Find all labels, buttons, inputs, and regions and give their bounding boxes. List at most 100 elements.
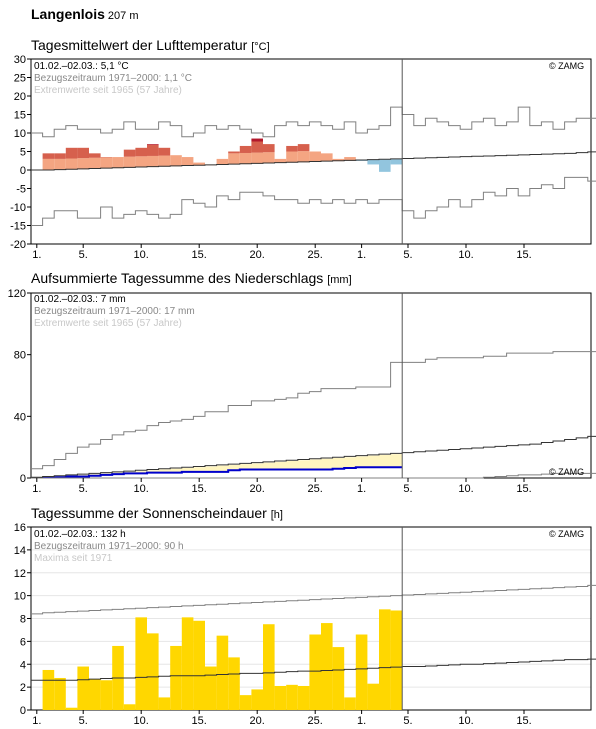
precipitation-y-tick-label: 40	[14, 411, 26, 423]
temperature-bar-base	[263, 152, 275, 164]
temperature-bar-mid	[297, 144, 310, 152]
precipitation-x-tick-label: 10.	[458, 483, 473, 495]
temperature-bar-base	[89, 157, 101, 169]
sunshine-title: Tagessumme der Sonnenscheindauer [h]	[31, 505, 283, 521]
sunshine-legend-current: 01.02.–02.03.: 132 h	[34, 529, 126, 540]
temperature-bar-base	[286, 151, 298, 163]
temperature-max-extreme-line	[31, 106, 596, 138]
sunshine-bar	[42, 669, 55, 710]
temperature-y-tick-label: -5	[16, 184, 26, 196]
temperature-x-tick-label: 15.	[192, 249, 207, 261]
temperature-legend-extremes: Extremwerte seit 1965 (57 Jahre)	[34, 85, 182, 96]
sunshine-title-text: Tagessumme der Sonnenscheindauer	[31, 505, 267, 521]
sunshine-bar	[286, 684, 298, 710]
precipitation-x-tick-label: 5.	[79, 483, 88, 495]
sunshine-unit: [h]	[270, 509, 283, 521]
sunshine-y-tick-label: 0	[20, 705, 26, 717]
sunshine-y-tick-label: 16	[14, 522, 26, 534]
temperature-bar	[367, 160, 379, 165]
sunshine-bar	[239, 695, 252, 710]
sunshine-bar	[216, 635, 229, 710]
sunshine-x-tick-label: 15.	[516, 715, 531, 727]
sunshine-bar	[309, 634, 321, 710]
temperature-copyright: © ZAMG	[549, 61, 585, 71]
sunshine-bar	[344, 697, 356, 710]
sunshine-x-tick-label: 20.	[250, 715, 265, 727]
precipitation-title: Aufsummierte Tagessumme des Niederschlag…	[31, 270, 352, 286]
precipitation-legend-reference: Bezugszeitraum 1971–2000: 17 mm	[34, 306, 195, 317]
temperature-bar-base	[135, 156, 147, 168]
temperature-bar	[355, 160, 368, 161]
sunshine-bar	[379, 609, 391, 710]
sunshine-x-tick-label: 5.	[403, 715, 412, 727]
sunshine-copyright: © ZAMG	[549, 529, 585, 539]
temperature-x-tick-label: 1.	[357, 249, 366, 261]
precipitation-y-tick-label: 120	[8, 288, 26, 300]
precipitation-chart: 120 80 40 0 1. 5. 10. 15. 20. 25. 1. 5. 10. 15.	[8, 288, 596, 495]
temperature-bar-base	[251, 152, 263, 164]
sunshine-bar	[77, 666, 89, 710]
temperature-y-tick-label: 0	[20, 165, 26, 177]
temperature-bar	[321, 153, 333, 162]
temperature-bar	[181, 157, 194, 166]
temperature-bar-base	[147, 155, 159, 168]
temperature-title-text: Tagesmittelwert der Lufttemperatur	[31, 37, 248, 53]
temperature-bar-base	[158, 155, 171, 167]
sunshine-y-tick-label: 2	[20, 682, 26, 694]
sunshine-bar	[89, 679, 101, 710]
sunshine-bar	[367, 683, 379, 710]
temperature-bar-base	[297, 151, 310, 163]
sunshine-bar	[355, 634, 368, 710]
precipitation-y-tick-label: 0	[20, 473, 26, 485]
sunshine-max-line	[31, 584, 596, 615]
sunshine-bar	[147, 633, 159, 710]
temperature-x-tick-label: 10.	[134, 249, 149, 261]
sunshine-y-tick-label: 10	[14, 591, 26, 603]
station-altitude: 207 m	[107, 10, 139, 22]
temperature-legend: 01.02.–02.03.: 5,1 °C Bezugszeitraum 197…	[34, 61, 192, 97]
sunshine-bar	[297, 685, 310, 710]
temperature-chart: 30 25 20 15 10 5 0 -5 -10 -15 -20 1. 5. 10. 15. 20. 25. 1…	[10, 54, 596, 261]
sunshine-bar	[205, 666, 217, 710]
precipitation-x-tick-label: 20.	[250, 483, 265, 495]
precipitation-reference-line	[31, 435, 596, 478]
temperature-bar-base	[123, 156, 136, 168]
sunshine-bar	[332, 647, 345, 710]
temperature-x-tick-label: 20.	[250, 249, 265, 261]
temperature-bar-mid	[77, 147, 89, 159]
temperature-bar	[309, 151, 321, 162]
temperature-x-tick-label: 5.	[79, 249, 88, 261]
temperature-bar-top	[251, 138, 263, 142]
temperature-x-tick-label: 1.	[32, 249, 41, 261]
temperature-bar-base	[77, 158, 89, 170]
precipitation-legend-extremes: Extremwerte seit 1965 (57 Jahre)	[34, 318, 182, 329]
sunshine-bar	[251, 689, 263, 710]
sunshine-y-tick-label: 12	[14, 568, 26, 580]
temperature-bar-mid	[135, 147, 147, 157]
temperature-legend-reference: Bezugszeitraum 1971–2000: 1,1 °C	[34, 73, 192, 84]
temperature-bar-mid	[286, 145, 298, 152]
temperature-bar-mid	[89, 153, 101, 158]
precipitation-legend-current: 01.02.–02.03.: 7 mm	[34, 294, 126, 305]
precipitation-x-tick-label: 10.	[134, 483, 149, 495]
temperature-y-tick-label: 30	[14, 54, 26, 66]
temperature-bar	[274, 158, 287, 163]
precipitation-copyright: © ZAMG	[549, 467, 585, 477]
temperature-y-tick-label: 25	[14, 73, 26, 85]
precipitation-max-extreme-line	[31, 351, 596, 470]
sunshine-y-tick-label: 8	[20, 614, 26, 626]
sunshine-legend: 01.02.–02.03.: 132 h Bezugszeitraum 1971…	[34, 529, 184, 565]
temperature-x-tick-label: 25.	[308, 249, 323, 261]
temperature-bar-mid	[54, 153, 66, 159]
temperature-bar-mid	[263, 144, 275, 153]
sunshine-x-tick-label: 1.	[357, 715, 366, 727]
temperature-y-tick-label: -20	[10, 239, 26, 251]
sunshine-bar	[158, 697, 171, 710]
sunshine-bar	[123, 704, 136, 710]
temperature-unit: [°C]	[251, 41, 270, 53]
temperature-bar	[379, 159, 391, 172]
temperature-bar	[193, 162, 205, 166]
temperature-reference-line	[31, 151, 596, 171]
temperature-bar-top	[147, 144, 159, 145]
precipitation-x-tick-label: 1.	[357, 483, 366, 495]
